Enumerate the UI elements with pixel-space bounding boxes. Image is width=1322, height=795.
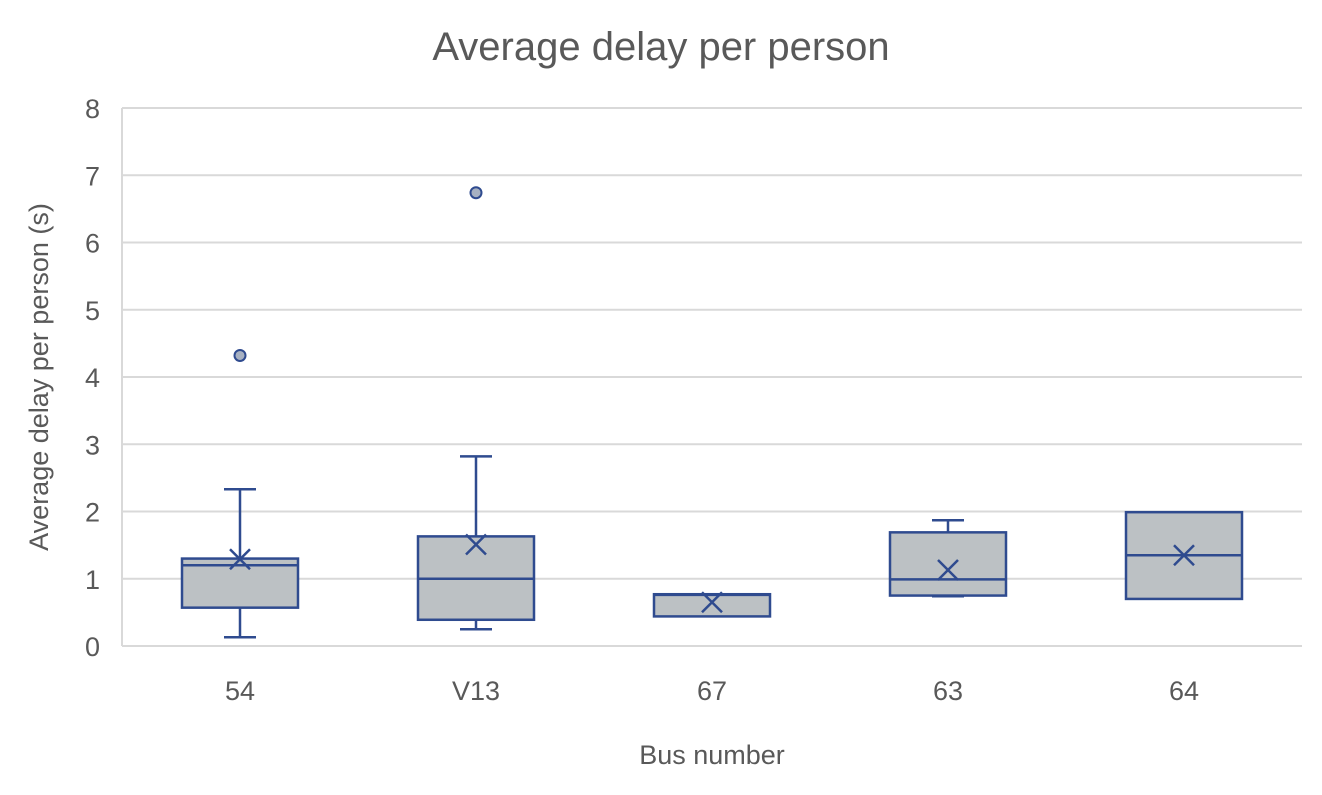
mean-marker [1173,544,1195,567]
y-tick-label: 0 [85,632,100,662]
y-tick-label: 6 [85,229,100,259]
box-plot-64 [1124,510,1244,601]
gridlines [121,107,1302,647]
box-series [180,186,1244,639]
x-axis-label: Bus number [639,740,785,770]
y-tick-label: 7 [85,161,100,191]
x-tick-label: 67 [697,676,727,706]
x-tick-label: V13 [452,676,500,706]
y-axis-label: Average delay per person (s) [24,203,54,551]
box-plot-67 [652,591,772,618]
outlier-point [233,348,247,362]
x-axis-ticks: 54 V13 67 63 64 [225,676,1199,706]
y-tick-label: 2 [85,498,100,528]
y-tick-label: 8 [85,94,100,124]
box-iqr [888,531,1008,597]
outlier-point [469,186,483,200]
box-plot-63 [888,518,1008,598]
box-plot-54 [180,348,300,639]
mean-marker [701,591,723,614]
y-tick-label: 4 [85,363,100,393]
x-tick-label: 63 [933,676,963,706]
y-axis-ticks: 0 1 2 3 4 5 6 7 8 [85,94,100,662]
chart-title: Average delay per person [432,25,889,69]
mean-marker [465,533,487,556]
mean-marker [937,559,959,581]
x-tick-label: 54 [225,676,255,706]
x-tick-label: 64 [1169,676,1199,706]
y-tick-label: 1 [85,565,100,595]
box-iqr [180,557,300,609]
mean-marker [229,548,251,571]
y-tick-label: 3 [85,430,100,460]
y-tick-label: 5 [85,296,100,326]
box-iqr [652,592,772,618]
box-plot-V13 [416,186,536,631]
